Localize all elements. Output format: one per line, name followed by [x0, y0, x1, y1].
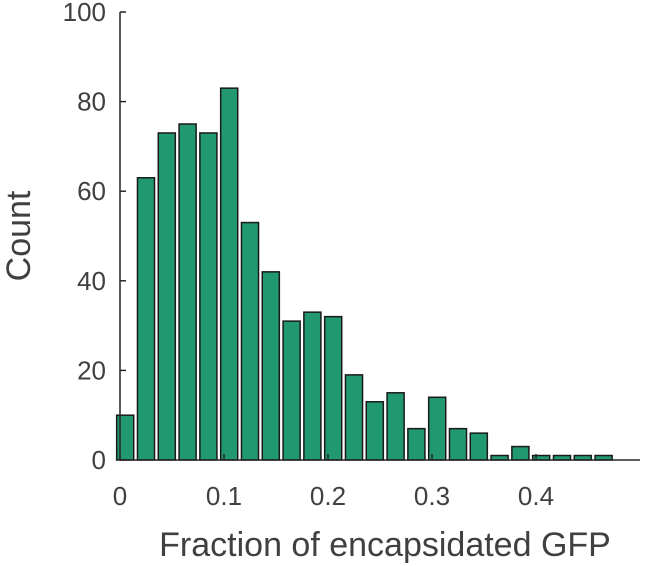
y-tick-label: 40 — [77, 266, 106, 296]
bars-group — [115, 87, 613, 461]
x-tick-label: 0.2 — [310, 481, 346, 511]
x-tick-label: 0.3 — [414, 481, 450, 511]
x-axis-label: Fraction of encapsidated GFP — [159, 526, 611, 564]
y-axis-label: Count — [0, 190, 38, 281]
y-tick-label: 100 — [63, 0, 106, 27]
histogram-bar — [448, 427, 468, 461]
histogram-bar — [199, 132, 218, 461]
y-tick-label: 0 — [92, 445, 106, 475]
histogram-bar — [344, 374, 364, 461]
histogram-bar — [469, 432, 489, 461]
y-tick-label: 60 — [77, 176, 106, 206]
histogram-bar — [157, 132, 177, 461]
axis-lines — [119, 12, 640, 461]
y-tick-label: 80 — [77, 87, 106, 117]
histogram-bar — [282, 320, 301, 461]
histogram-bar — [303, 311, 322, 461]
histogram-bar — [365, 401, 385, 461]
histogram-bar — [240, 221, 260, 461]
histogram-bar — [407, 427, 426, 461]
histogram-bar — [136, 177, 156, 461]
histogram-bar — [427, 396, 447, 461]
x-tick-label: 0.4 — [518, 481, 554, 511]
axes-group: 0 20 40 60 80 100 0 0.1 0.2 0.3 0.4 — [63, 0, 640, 511]
histogram-bar — [261, 271, 281, 461]
x-tick-label: 0.1 — [206, 481, 242, 511]
histogram-bar — [115, 414, 135, 461]
histogram-bar — [178, 123, 197, 461]
histogram-bar — [219, 87, 239, 461]
histogram-bar — [511, 445, 530, 461]
histogram-bar — [323, 315, 343, 461]
x-tick-label: 0 — [113, 481, 127, 511]
histogram-bar — [386, 392, 405, 461]
y-tick-label: 20 — [77, 355, 106, 385]
